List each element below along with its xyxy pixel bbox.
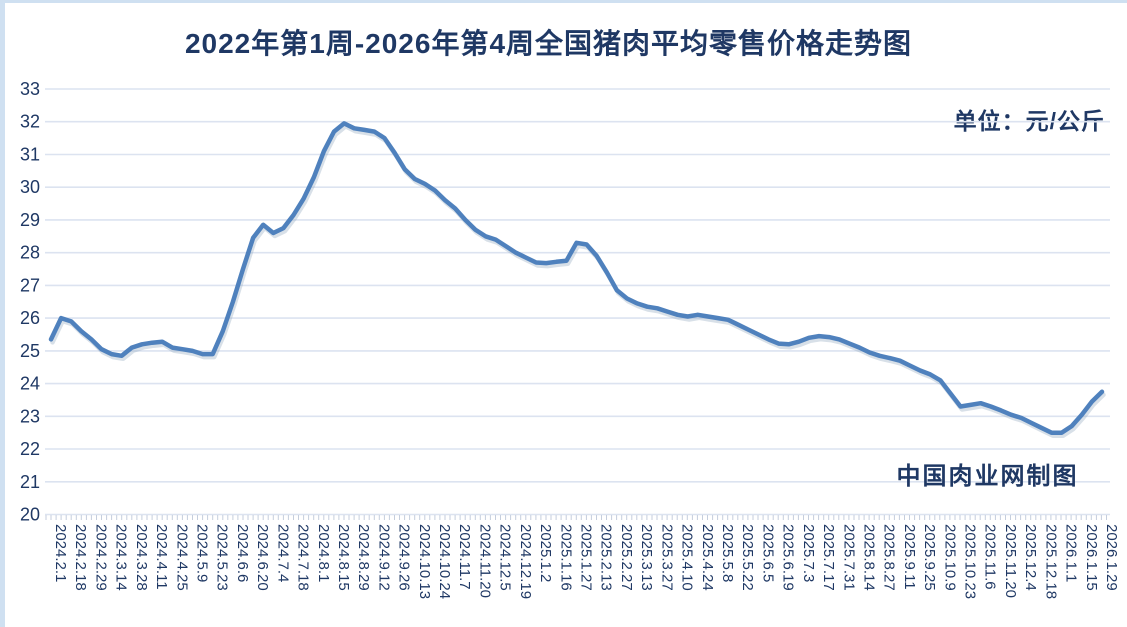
x-axis-label: 2025.7.31 bbox=[840, 524, 857, 591]
x-axis-label: 2024.11.20 bbox=[476, 524, 493, 598]
x-axis-label: 2024.5.9 bbox=[194, 524, 211, 582]
y-axis-label: 30 bbox=[20, 177, 40, 197]
x-axis-label: 2026.1.29 bbox=[1103, 524, 1120, 591]
y-axis-label: 22 bbox=[20, 439, 40, 459]
x-axis-label: 2025.5.22 bbox=[739, 524, 756, 591]
x-axis-label: 2024.2.29 bbox=[92, 524, 109, 591]
watermark: 中国肉业网制图 bbox=[896, 463, 1079, 490]
x-axis-label: 2026.1.1 bbox=[1063, 524, 1080, 582]
x-axis-label: 2024.9.12 bbox=[375, 524, 392, 591]
x-axis-label: 2024.6.6 bbox=[234, 524, 251, 582]
x-axis-label: 2024.12.19 bbox=[517, 524, 534, 599]
x-axis-label: 2024.7.4 bbox=[274, 524, 291, 582]
y-axis-label: 21 bbox=[20, 472, 40, 492]
y-axis-label: 29 bbox=[20, 210, 40, 230]
x-axis-label: 2025.10.9 bbox=[941, 524, 958, 591]
x-axis-label: 2025.3.27 bbox=[658, 524, 675, 591]
chart-title: 2022年第1周-2026年第4周全国猪肉平均零售价格走势图 bbox=[184, 28, 913, 59]
x-axis-label: 2025.12.4 bbox=[1022, 524, 1039, 591]
y-axis-label: 26 bbox=[20, 308, 40, 328]
x-axis-label: 2024.3.28 bbox=[133, 524, 150, 591]
x-axis-label: 2025.8.14 bbox=[861, 524, 878, 591]
x-axis-label: 2025.7.3 bbox=[800, 524, 817, 582]
x-axis-label: 2024.9.26 bbox=[396, 524, 413, 591]
y-axis-label: 32 bbox=[20, 112, 40, 132]
x-axis-label: 2024.4.11 bbox=[153, 524, 170, 590]
x-axis-label: 2025.12.18 bbox=[1042, 524, 1059, 599]
x-axis-label: 2024.10.13 bbox=[416, 524, 433, 599]
x-axis-label: 2024.3.14 bbox=[113, 524, 130, 591]
x-axis-label: 2025.11.20 bbox=[1002, 524, 1019, 598]
x-axis-label: 2025.2.27 bbox=[618, 524, 635, 591]
y-axis-label: 33 bbox=[20, 79, 40, 99]
x-axis-label: 2024.8.15 bbox=[335, 524, 352, 591]
x-axis-label: 2025.8.27 bbox=[881, 524, 898, 591]
y-axis-label: 31 bbox=[20, 145, 40, 165]
x-axis-label: 2025.6.19 bbox=[780, 524, 797, 591]
x-axis-label: 2024.11.7 bbox=[456, 524, 473, 590]
x-axis-label: 2025.1.27 bbox=[578, 524, 595, 591]
price-line-shadow bbox=[50, 124, 1106, 438]
x-axis-label: 2024.8.1 bbox=[315, 524, 332, 582]
x-axis-label: 2024.7.18 bbox=[295, 524, 312, 591]
x-axis-label: 2025.9.11 bbox=[901, 524, 918, 590]
y-axis-label: 27 bbox=[20, 275, 40, 295]
left-border-accent bbox=[0, 0, 5, 627]
x-axis-label: 2025.2.13 bbox=[598, 524, 615, 591]
x-axis-label: 2025.1.2 bbox=[537, 524, 554, 582]
x-axis-label: 2025.5.8 bbox=[719, 524, 736, 582]
y-axis-label: 20 bbox=[20, 505, 40, 525]
x-axis-label: 2024.12.5 bbox=[497, 524, 514, 591]
y-axis-label: 24 bbox=[20, 374, 40, 394]
x-axis-label: 2026.1.15 bbox=[1083, 524, 1100, 591]
x-axis-label: 2024.10.24 bbox=[436, 524, 453, 599]
x-axis-label: 2025.4.24 bbox=[699, 524, 716, 591]
x-axis-label: 2025.4.10 bbox=[679, 524, 696, 591]
x-axis-label: 2024.4.25 bbox=[173, 524, 190, 591]
y-axis-label: 25 bbox=[20, 341, 40, 361]
x-axis-label: 2024.2.18 bbox=[72, 524, 89, 591]
price-line bbox=[48, 121, 1105, 435]
x-axis-label: 2025.1.16 bbox=[557, 524, 574, 591]
y-axis-label: 23 bbox=[20, 406, 40, 426]
x-axis-label: 2025.9.25 bbox=[921, 524, 938, 591]
x-axis-label: 2025.3.13 bbox=[638, 524, 655, 591]
x-axis-label: 2024.8.29 bbox=[355, 524, 372, 591]
x-axis-label: 2024.2.1 bbox=[52, 524, 69, 582]
y-axis-label: 28 bbox=[20, 243, 40, 263]
x-axis-label: 2024.5.23 bbox=[214, 524, 231, 591]
x-axis-label: 2024.6.20 bbox=[254, 524, 271, 591]
top-border-accent bbox=[0, 0, 1127, 3]
x-axis-label: 2025.7.17 bbox=[820, 524, 837, 591]
x-axis-label: 2025.11.6 bbox=[982, 524, 999, 590]
x-axis-label: 2025.10.23 bbox=[962, 524, 979, 599]
x-axis-label: 2025.6.5 bbox=[759, 524, 776, 582]
